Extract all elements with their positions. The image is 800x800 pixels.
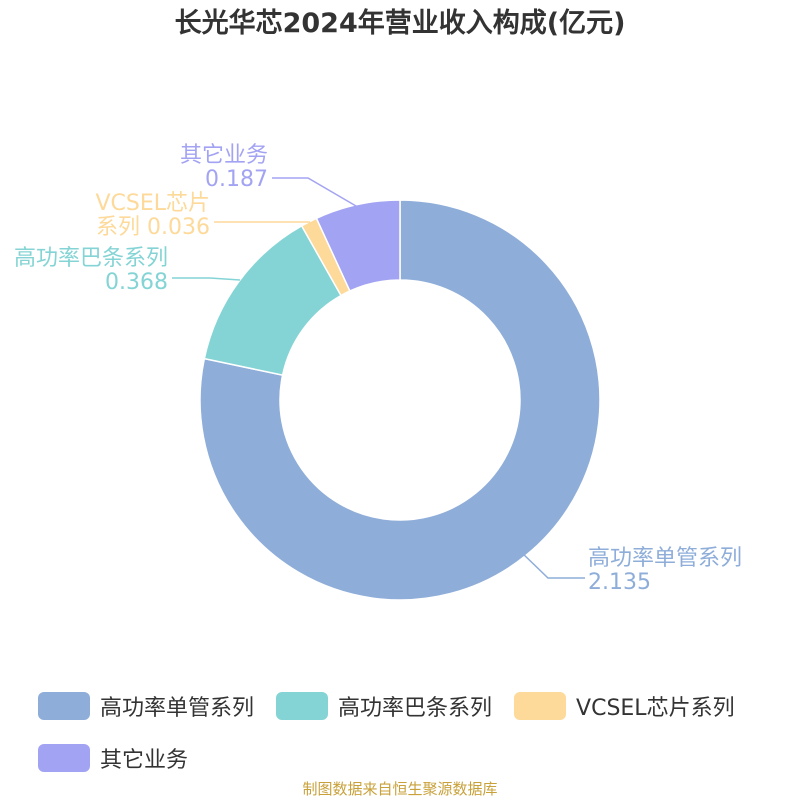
- legend: 高功率单管系列 高功率巴条系列 VCSEL芯片系列其它业务: [38, 686, 778, 778]
- slice-label-2-line-1: 高功率巴条系列: [14, 246, 168, 271]
- legend-label: 高功率单管系列: [100, 696, 255, 721]
- leader-line-2: [172, 277, 241, 281]
- slice-label-1-line-1: 高功率单管系列: [588, 546, 742, 571]
- legend-label: 其它业务: [100, 748, 189, 773]
- legend-item-3[interactable]: VCSEL芯片系列: [514, 686, 735, 726]
- slice-label-3-line-2: 系列 0.036: [96, 215, 210, 240]
- legend-item-1[interactable]: 高功率单管系列: [38, 686, 254, 726]
- source-note: 制图数据来自恒生聚源数据库: [302, 780, 498, 798]
- legend-swatch: [38, 692, 90, 720]
- slice-label-4-line-2: 0.187: [205, 167, 268, 192]
- slice-label-3-line-1: VCSEL芯片: [95, 191, 210, 216]
- legend-swatch: [514, 692, 567, 720]
- chart-title: 长光华芯2024年营业收入构成(亿元): [174, 8, 626, 39]
- legend-label: VCSEL芯片系列: [576, 696, 735, 721]
- donut-slice-4: [315, 199, 401, 292]
- donut-slice-1: [199, 199, 601, 601]
- leader-line-4: [272, 177, 357, 207]
- slice-label-2-line-2: 0.368: [105, 270, 168, 295]
- leader-line-1: [519, 550, 585, 579]
- slice-label-1-line-2: 2.135: [588, 570, 651, 595]
- legend-item-2[interactable]: 高功率巴条系列: [276, 686, 492, 726]
- slice-label-4-line-1: 其它业务: [180, 143, 268, 168]
- legend-swatch: [276, 692, 329, 720]
- legend-swatch: [38, 744, 90, 772]
- legend-label: 高功率巴条系列: [338, 696, 493, 721]
- legend-item-4[interactable]: 其它业务: [38, 738, 188, 778]
